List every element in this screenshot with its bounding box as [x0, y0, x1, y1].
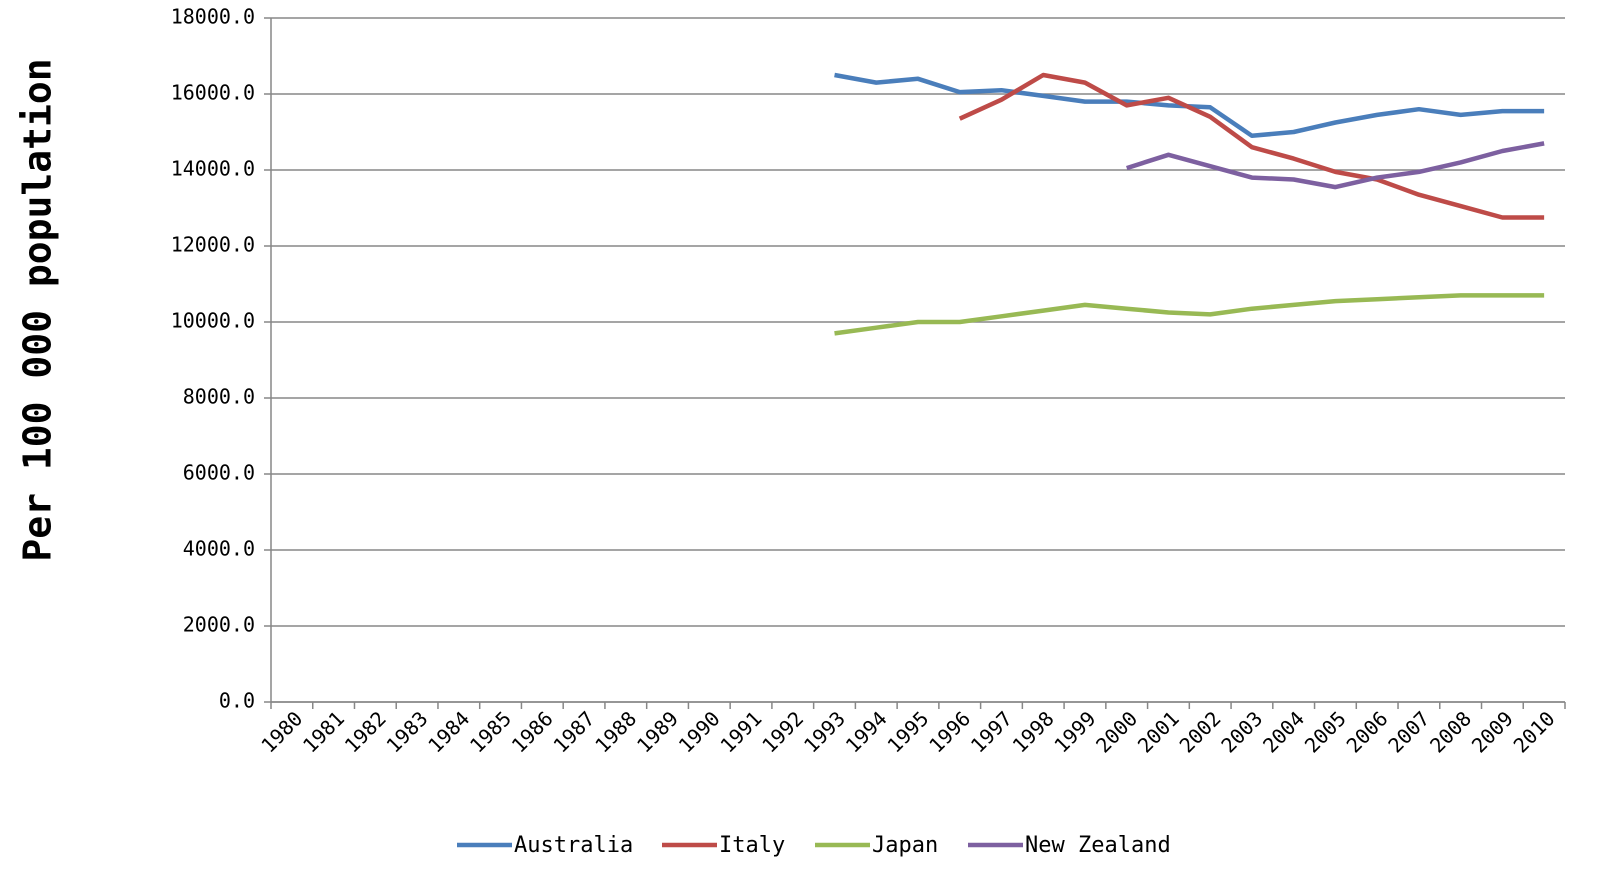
x-tick-label: 2003 — [1216, 706, 1267, 757]
x-tick-label: 1992 — [757, 706, 808, 757]
x-tick-label: 1988 — [590, 706, 641, 757]
line-series — [958, 72, 1545, 220]
x-tick-label: 1981 — [298, 706, 349, 757]
y-axis-label: Per 100 000 population — [16, 58, 60, 561]
x-tick-label: 1982 — [340, 706, 391, 757]
legend-label: Japan — [872, 833, 938, 858]
x-tick-label: 1983 — [381, 706, 432, 757]
y-tick-label: 10000.0 — [171, 309, 255, 333]
line-series — [834, 293, 1545, 336]
x-tick-label: 1996 — [924, 706, 975, 757]
y-tick-label: 14000.0 — [171, 157, 255, 181]
x-tick-label: 1987 — [548, 706, 599, 757]
x-tick-label: 2006 — [1342, 706, 1393, 757]
y-tick-label: 0.0 — [219, 689, 255, 713]
x-tick-label: 1984 — [423, 706, 474, 757]
y-tick-label: 18000.0 — [171, 5, 255, 29]
x-tick-label: 1997 — [966, 706, 1017, 757]
x-tick-label: 2008 — [1425, 706, 1476, 757]
y-tick-label: 2000.0 — [183, 613, 255, 637]
legend-label: Italy — [719, 833, 785, 858]
legend-label: New Zealand — [1025, 833, 1171, 858]
x-tick-label: 1986 — [507, 706, 558, 757]
y-tick-label: 16000.0 — [171, 81, 255, 105]
x-tick-label: 2010 — [1509, 706, 1560, 757]
x-tick-label: 2009 — [1467, 706, 1518, 757]
x-tick-label: 1993 — [799, 706, 850, 757]
x-tick-label: 2001 — [1133, 706, 1184, 757]
y-tick-label: 8000.0 — [183, 385, 255, 409]
x-tick-label: 2002 — [1175, 706, 1226, 757]
x-tick-label: 1994 — [841, 706, 892, 757]
y-tick-label: 6000.0 — [183, 461, 255, 485]
x-tick-label: 1995 — [882, 706, 933, 757]
x-tick-label: 1990 — [674, 706, 725, 757]
x-tick-label: 1980 — [256, 706, 307, 757]
x-tick-label: 1999 — [1049, 706, 1100, 757]
y-tick-label: 4000.0 — [183, 537, 255, 561]
x-tick-label: 1989 — [632, 706, 683, 757]
legend-label: Australia — [514, 833, 633, 858]
x-tick-label: 2000 — [1091, 706, 1142, 757]
x-tick-label: 1991 — [715, 706, 766, 757]
x-tick-label: 2005 — [1300, 706, 1351, 757]
x-tick-label: 1985 — [465, 706, 516, 757]
x-tick-label: 1998 — [1008, 706, 1059, 757]
y-tick-label: 12000.0 — [171, 233, 255, 257]
x-tick-label: 2007 — [1383, 706, 1434, 757]
line-series — [1126, 141, 1545, 190]
x-tick-label: 2004 — [1258, 706, 1309, 757]
